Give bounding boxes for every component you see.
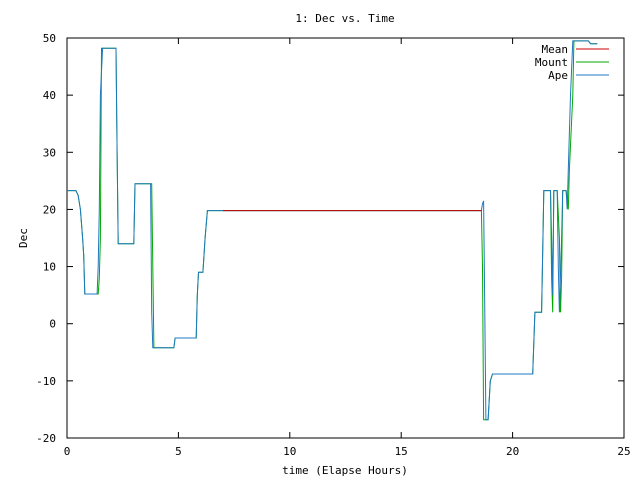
- x-tick-label: 10: [283, 445, 296, 458]
- x-tick-label: 5: [175, 445, 182, 458]
- y-tick-label: 30: [43, 146, 56, 159]
- plot-frame: [66, 37, 625, 439]
- x-tick-label: 15: [395, 445, 408, 458]
- chart-title: 1: Dec vs. Time: [295, 12, 394, 25]
- legend-label-ape: Ape: [548, 69, 568, 82]
- y-tick-label: 10: [43, 261, 56, 274]
- y-axis: -20 -10 0 10 20 30 40 50: [36, 32, 624, 445]
- series-line-ape: [67, 40, 598, 421]
- y-tick-label: 50: [43, 32, 56, 45]
- x-tick-label: 25: [617, 445, 630, 458]
- x-axis-label: time (Elapse Hours): [282, 464, 408, 477]
- y-tick-label: -20: [36, 432, 56, 445]
- y-axis-label: Dec: [17, 228, 30, 248]
- series-line-mount: [67, 40, 598, 421]
- y-tick-label: 0: [49, 318, 56, 331]
- y-tick-label: 20: [43, 203, 56, 216]
- y-tick-label: 40: [43, 89, 56, 102]
- series-layer: [67, 40, 598, 421]
- y-tick-label: -10: [36, 375, 56, 388]
- legend-label-mount: Mount: [535, 56, 568, 69]
- x-tick-label: 20: [506, 445, 519, 458]
- legend-label-mean: Mean: [542, 43, 569, 56]
- x-axis: 0 5 10 15 20 25: [64, 38, 631, 458]
- x-tick-label: 0: [64, 445, 71, 458]
